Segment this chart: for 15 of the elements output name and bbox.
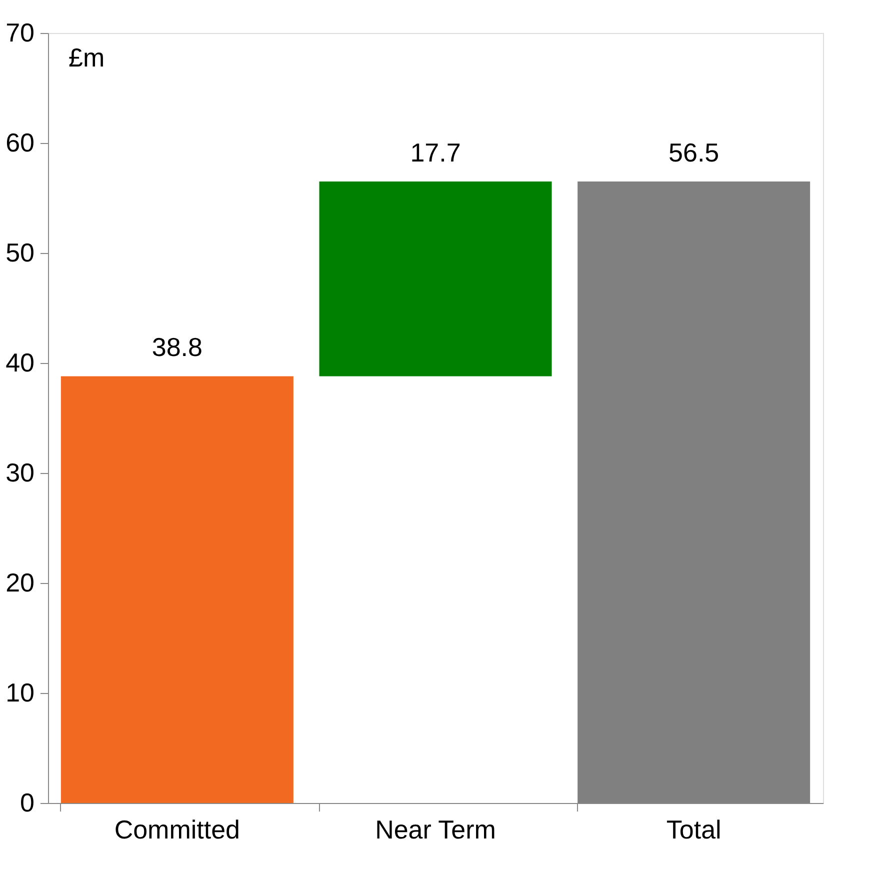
y-tick-label: 50	[6, 238, 34, 268]
y-tick-label: 20	[6, 568, 34, 598]
y-tick-label: 0	[20, 788, 34, 818]
x-tick-label: Near Term	[375, 814, 496, 844]
y-tick-label: 40	[6, 348, 34, 378]
x-tick-label: Total	[666, 814, 722, 844]
y-tick-label: 60	[6, 128, 34, 158]
y-tick-label: 10	[6, 678, 34, 708]
y-tick-label: 70	[6, 18, 34, 48]
data-label: 56.5	[668, 138, 720, 168]
y-axis-title: £m	[68, 42, 105, 72]
data-label: 17.7	[410, 138, 461, 168]
x-tick-label: Committed	[114, 814, 240, 844]
y-tick-label: 30	[6, 458, 34, 488]
data-label: 38.8	[152, 332, 202, 362]
